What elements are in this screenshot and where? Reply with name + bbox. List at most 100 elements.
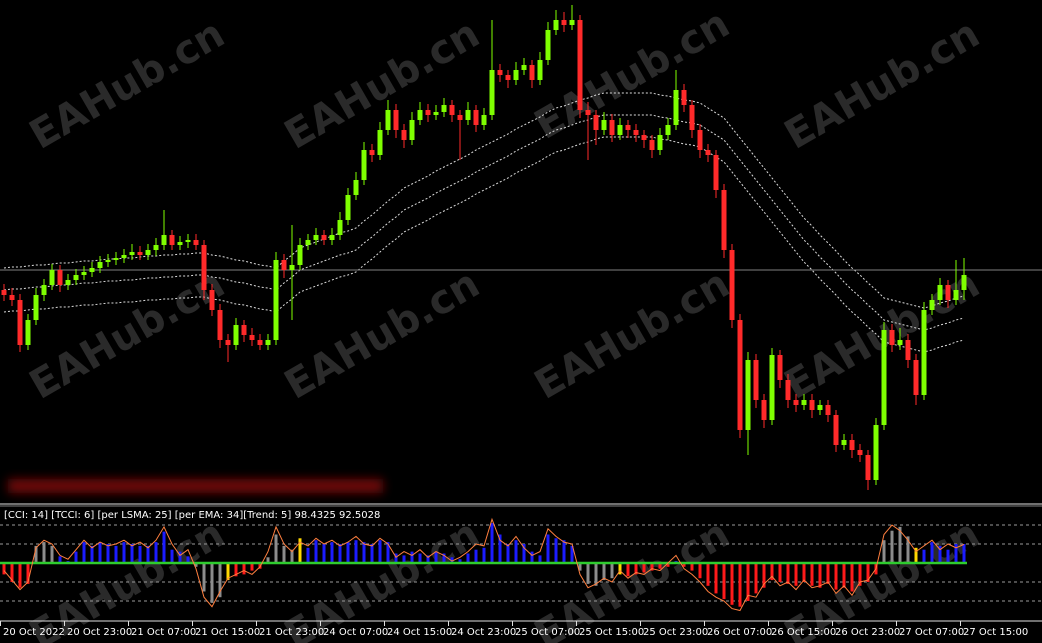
histogram-bar [634,563,638,575]
candle-body [905,340,911,360]
candle-body [921,310,927,395]
candle-body [865,455,871,480]
histogram-bar [338,544,342,563]
histogram-bar [458,559,462,563]
histogram-bar [146,545,150,563]
candle-body [337,220,343,235]
histogram-bar [778,563,782,582]
histogram-bar [426,555,430,563]
histogram-bar [130,544,134,563]
histogram-bar [290,549,294,563]
candle-body [273,260,279,340]
histogram-bar [114,545,118,563]
histogram-bar [378,540,382,563]
candle-body [521,65,527,70]
indicator-title: [CCI: 14] [TCCI: 6] [per LSMA: 25] [per … [4,510,380,521]
candle-body [153,245,159,250]
histogram-bar [666,563,670,567]
candle-body [633,130,639,135]
histogram-bar [842,563,846,588]
histogram-bar [690,563,694,571]
candle-body [697,130,703,150]
candle-body [601,120,607,130]
histogram-bar [698,563,702,579]
histogram-bar [274,534,278,563]
histogram-bar [18,563,22,588]
candle-body [113,258,119,260]
candle-body [233,325,239,345]
histogram-bar [602,563,606,581]
histogram-bar [322,544,326,563]
candle-body [241,325,247,335]
candle-body [529,65,535,80]
histogram-bar [2,563,6,575]
histogram-bar [882,540,886,563]
candle-body [785,380,791,400]
histogram-bar [122,542,126,563]
histogram-bar [786,563,790,584]
histogram-bar [946,549,950,563]
candle-body [33,295,39,320]
histogram-bar [826,563,830,584]
candle-body [929,300,935,310]
histogram-bar [546,534,550,563]
histogram-bar [746,563,750,601]
candle-body [297,245,303,265]
histogram-bar [554,538,558,563]
cci-line [3,517,965,612]
candle-body [721,190,727,250]
candle-body [649,140,655,150]
histogram-bar [898,526,902,563]
histogram-bar [922,549,926,563]
histogram-bar [506,544,510,563]
histogram-bar [402,555,406,563]
candle-body [689,105,695,130]
candle-body [89,268,95,272]
histogram-bar [394,553,398,563]
x-tick-label: 21 Oct 15:00 [195,627,260,638]
candle-body [809,400,815,410]
histogram-bar [10,563,14,582]
candle-body [169,235,175,245]
histogram-bar [482,547,486,563]
candle-body [161,235,167,245]
histogram-bar [658,563,662,569]
candle-body [577,20,583,110]
candle-body [289,265,295,270]
candle-body [657,135,663,150]
candle-body [945,285,951,300]
histogram-bar [74,551,78,563]
candle-body [673,90,679,125]
histogram-bar [162,531,166,563]
candle-body [665,125,671,135]
candle-body [681,90,687,105]
blurred-strip [8,479,383,493]
x-tick-label: 24 Oct 07:00 [323,627,388,638]
histogram-bar [738,563,742,607]
histogram-bar [490,523,494,563]
histogram-bar [82,542,86,563]
histogram-bar [522,544,526,563]
histogram-bar [218,563,222,598]
candle-body [745,360,751,430]
candle-body [25,320,31,345]
histogram-bar [234,563,238,577]
histogram-bar [866,563,870,582]
candle-body [953,290,959,300]
candle-body [225,340,231,345]
candle-body [513,70,519,80]
histogram-bar [514,540,518,563]
candle-body [105,260,111,262]
candle-body [433,112,439,115]
candle-body [873,425,879,480]
histogram-bar [410,551,414,563]
candle-body [713,155,719,190]
histogram-bar [370,544,374,563]
candle-body [449,105,455,115]
candle-body [737,320,743,430]
histogram-bar [714,563,718,594]
histogram-bar [202,563,206,592]
histogram-bar [354,540,358,563]
